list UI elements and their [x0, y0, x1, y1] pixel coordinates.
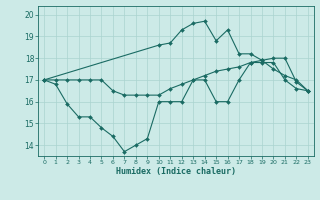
X-axis label: Humidex (Indice chaleur): Humidex (Indice chaleur) — [116, 167, 236, 176]
